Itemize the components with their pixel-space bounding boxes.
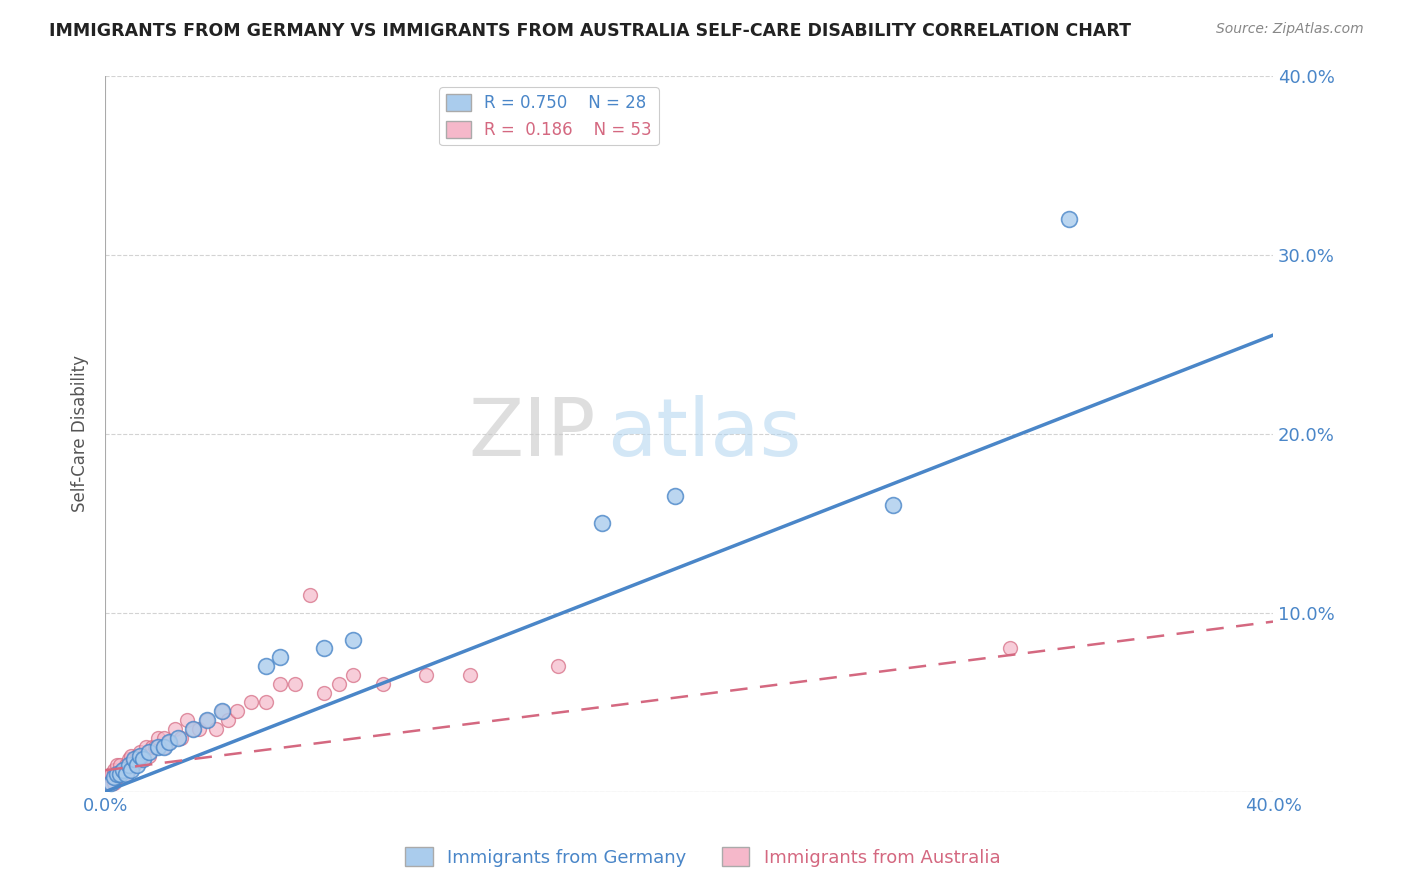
Point <box>176 713 198 727</box>
Point <box>141 739 163 754</box>
Point <box>269 677 291 691</box>
Point <box>146 739 169 754</box>
Text: ZIP: ZIP <box>468 394 596 473</box>
Point <box>152 731 174 745</box>
Point <box>114 766 136 780</box>
Text: Source: ZipAtlas.com: Source: ZipAtlas.com <box>1216 22 1364 37</box>
Point <box>100 776 122 790</box>
Legend: Immigrants from Germany, Immigrants from Australia: Immigrants from Germany, Immigrants from… <box>398 840 1008 874</box>
Point <box>152 739 174 754</box>
Point <box>342 632 364 647</box>
Point <box>882 498 904 512</box>
Point <box>342 668 364 682</box>
Point <box>314 641 336 656</box>
Point <box>1000 641 1022 656</box>
Point <box>254 695 277 709</box>
Point <box>100 766 122 780</box>
Point <box>143 739 166 754</box>
Point <box>129 748 152 763</box>
Point <box>129 745 152 759</box>
Point <box>105 766 128 780</box>
Point <box>103 763 125 777</box>
Point <box>108 766 131 780</box>
Point <box>269 650 291 665</box>
Point <box>197 713 219 727</box>
Point <box>121 763 143 777</box>
Point <box>205 722 228 736</box>
Point <box>458 668 481 682</box>
Point <box>146 731 169 745</box>
Point <box>105 770 128 784</box>
Point <box>371 677 394 691</box>
Point <box>217 713 239 727</box>
Point <box>181 722 204 736</box>
Point <box>103 776 125 790</box>
Point <box>138 745 160 759</box>
Point <box>197 713 219 727</box>
Point <box>225 704 247 718</box>
Point <box>152 739 174 754</box>
Point <box>108 766 131 780</box>
Point <box>240 695 263 709</box>
Point <box>127 757 149 772</box>
Point <box>314 686 336 700</box>
Point <box>124 752 146 766</box>
Point <box>591 516 613 530</box>
Point <box>111 763 134 777</box>
Point <box>121 757 143 772</box>
Point <box>328 677 350 691</box>
Point <box>103 770 125 784</box>
Point <box>121 748 143 763</box>
Point <box>127 748 149 763</box>
Point <box>132 748 155 763</box>
Point <box>159 734 181 748</box>
Point <box>167 731 190 745</box>
Point <box>117 757 139 772</box>
Point <box>97 776 120 790</box>
Legend: R = 0.750    N = 28, R =  0.186    N = 53: R = 0.750 N = 28, R = 0.186 N = 53 <box>439 87 658 145</box>
Point <box>135 739 157 754</box>
Point <box>138 748 160 763</box>
Point <box>111 763 134 777</box>
Point <box>105 757 128 772</box>
Point <box>159 734 181 748</box>
Point <box>211 704 233 718</box>
Point <box>211 704 233 718</box>
Point <box>108 757 131 772</box>
Y-axis label: Self-Care Disability: Self-Care Disability <box>72 355 89 512</box>
Point <box>111 766 134 780</box>
Point <box>415 668 437 682</box>
Point <box>132 752 155 766</box>
Point <box>117 763 139 777</box>
Point <box>170 731 193 745</box>
Point <box>114 757 136 772</box>
Point <box>165 722 187 736</box>
Text: atlas: atlas <box>607 394 801 473</box>
Point <box>298 588 321 602</box>
Point <box>187 722 209 736</box>
Point <box>124 757 146 772</box>
Point <box>1057 211 1080 226</box>
Point <box>100 770 122 784</box>
Point <box>254 659 277 673</box>
Point <box>664 489 686 503</box>
Point <box>117 752 139 766</box>
Text: IMMIGRANTS FROM GERMANY VS IMMIGRANTS FROM AUSTRALIA SELF-CARE DISABILITY CORREL: IMMIGRANTS FROM GERMANY VS IMMIGRANTS FR… <box>49 22 1132 40</box>
Point <box>547 659 569 673</box>
Point <box>124 752 146 766</box>
Point <box>284 677 307 691</box>
Point <box>114 766 136 780</box>
Point <box>181 722 204 736</box>
